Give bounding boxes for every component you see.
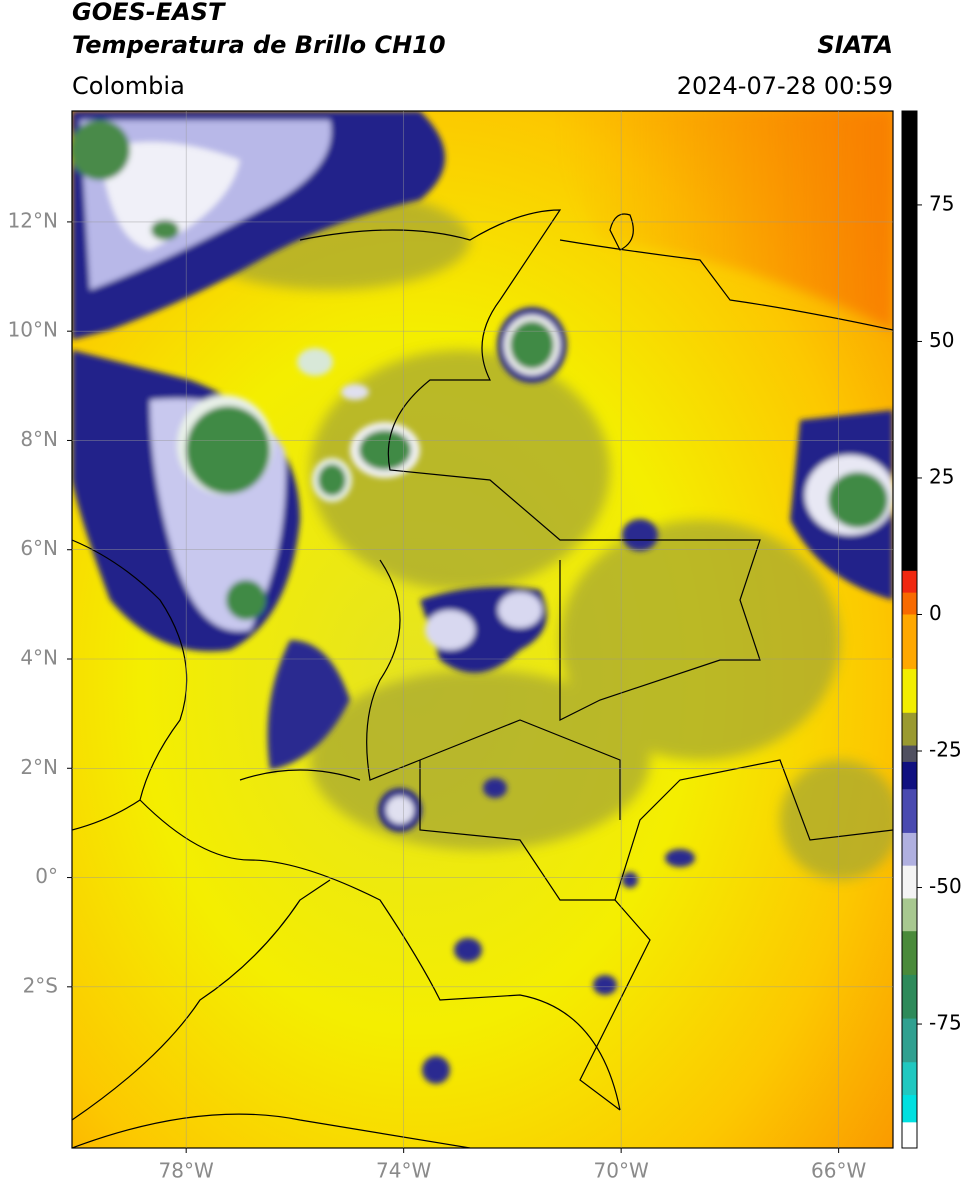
satellite-title: GOES-EAST xyxy=(72,0,226,26)
colorbar-tick-label: -50 xyxy=(929,874,962,898)
colorbar-band xyxy=(902,111,917,572)
colorbar-band xyxy=(902,1122,917,1149)
colorbar-frame xyxy=(901,110,918,1149)
colorbar-tick-label: 25 xyxy=(929,464,954,488)
map-frame xyxy=(71,110,894,1149)
y-tick-label: 4°N xyxy=(20,646,58,670)
colorbar-tick-label: 0 xyxy=(929,601,942,625)
colorbar-band xyxy=(902,832,917,867)
colorbar-band xyxy=(902,712,917,747)
x-tick-label: 70°W xyxy=(594,1159,649,1183)
colorbar-band xyxy=(902,761,917,790)
warm-area xyxy=(560,111,893,330)
colorbar-band xyxy=(902,614,917,670)
y-tick-label: 12°N xyxy=(8,208,58,232)
colorbar-band xyxy=(902,974,917,1020)
y-tick-label: 2°N xyxy=(20,755,58,779)
y-tick-label: 0° xyxy=(35,864,58,888)
y-tick-label: 2°S xyxy=(23,973,58,997)
grid: 78°W 74°W 70°W 66°W 12°N 10°N 8°N 6°N 4°N 2°N 0° 2°… xyxy=(8,111,893,1183)
colorbar-band xyxy=(902,669,917,714)
borders xyxy=(72,209,893,1148)
colorbar-tick-label: 50 xyxy=(929,328,954,352)
colorbar-tick-label: 75 xyxy=(929,191,954,215)
colorbar-band xyxy=(902,898,917,932)
colorbar-band xyxy=(902,745,917,763)
x-tick-label: 66°W xyxy=(811,1159,866,1183)
organization: SIATA xyxy=(817,31,893,59)
product-title: Temperatura de Brillo CH10 xyxy=(72,31,446,59)
x-tick-label: 74°W xyxy=(376,1159,431,1183)
colorbar: 75 50 25 0 -25 -50 -75 xyxy=(902,111,962,1149)
y-tick-label: 6°N xyxy=(20,536,58,560)
datetime: 2024-07-28 00:59 xyxy=(677,72,893,100)
colorbar-band xyxy=(902,865,917,899)
x-tick-label: 78°W xyxy=(159,1159,214,1183)
map-imagery xyxy=(72,111,893,1148)
colorbar-band xyxy=(902,789,917,834)
colorbar-band xyxy=(902,570,917,594)
colorbar-tick-label: -25 xyxy=(929,738,962,762)
colorbar-band xyxy=(902,1062,917,1096)
region: Colombia xyxy=(72,72,185,100)
y-tick-label: 10°N xyxy=(8,318,58,342)
colorbar-band xyxy=(902,1018,917,1063)
colorbar-band xyxy=(902,931,917,976)
colorbar-band xyxy=(902,592,917,615)
y-tick-label: 8°N xyxy=(20,427,58,451)
colorbar-band xyxy=(902,1095,917,1123)
colorbar-tick-label: -75 xyxy=(929,1011,962,1035)
